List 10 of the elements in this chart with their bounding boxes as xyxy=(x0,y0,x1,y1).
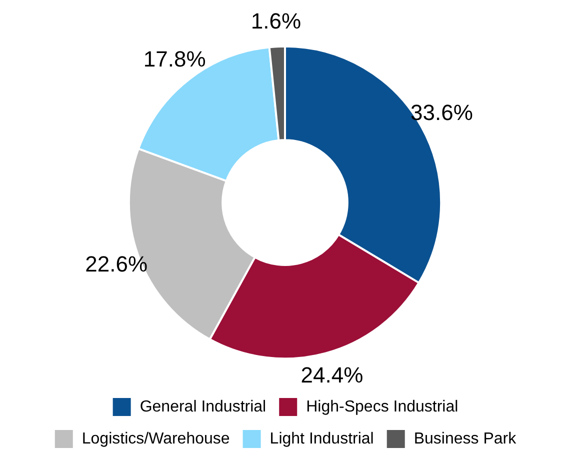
data-label: 33.6% xyxy=(410,100,473,125)
data-label: 24.4% xyxy=(300,362,364,388)
legend-label: High-Specs Industrial xyxy=(306,398,458,416)
legend-label: Business Park xyxy=(414,430,518,448)
legend-label: General Industrial xyxy=(140,398,266,416)
legend-label: Light Industrial xyxy=(270,430,374,448)
legend-label: Logistics/Warehouse xyxy=(82,430,230,448)
data-label: 17.8% xyxy=(143,46,206,72)
data-label: 22.6% xyxy=(85,252,148,277)
data-label: 1.6% xyxy=(250,8,302,34)
